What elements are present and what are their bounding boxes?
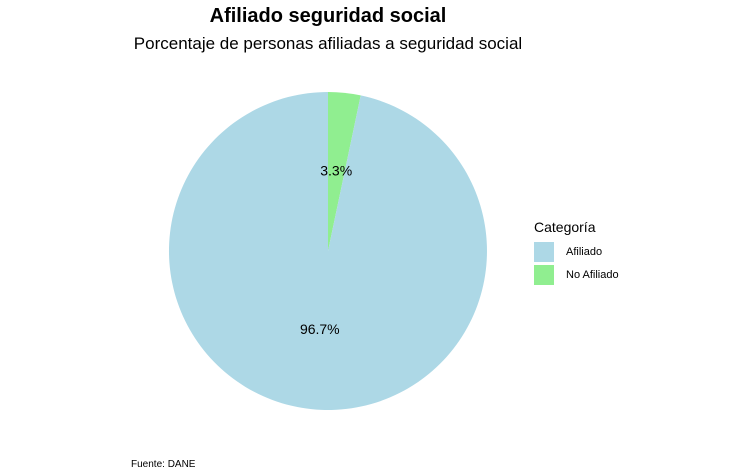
legend-swatch-no-afiliado xyxy=(534,265,554,285)
chart-title: Afiliado seguridad social xyxy=(209,5,447,27)
pie-label-no-afiliado: 3.3% xyxy=(320,163,352,179)
chart-subtitle: Porcentaje de personas afiliadas a segur… xyxy=(133,34,523,53)
legend: Categoría Afiliado No Afiliado xyxy=(534,219,619,287)
source-caption: Fuente: DANE xyxy=(131,459,196,470)
legend-label-afiliado: Afiliado xyxy=(566,246,603,258)
legend-swatch-afiliado xyxy=(534,242,554,262)
legend-title: Categoría xyxy=(534,219,596,235)
legend-item-no-afiliado: No Afiliado xyxy=(534,264,619,286)
pie-slice-afiliado xyxy=(168,92,487,410)
legend-label-no-afiliado: No Afiliado xyxy=(566,269,619,281)
pie-slice-labels: 3.3% 96.7% xyxy=(300,163,352,337)
pie-slice-no-afiliado xyxy=(328,92,361,251)
legend-item-afiliado: Afiliado xyxy=(534,241,619,263)
pie-slices xyxy=(168,92,487,410)
pie-label-afiliado: 96.7% xyxy=(300,321,340,337)
